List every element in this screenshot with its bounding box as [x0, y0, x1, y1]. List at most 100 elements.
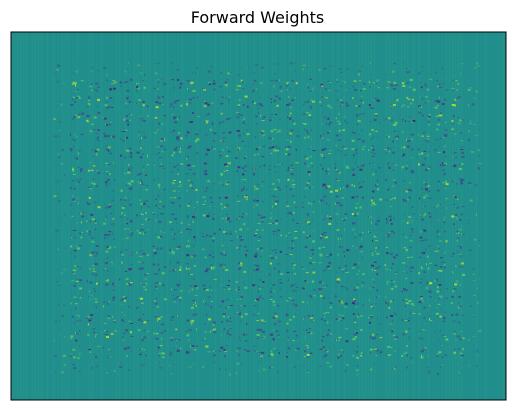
heatmap-cell — [412, 98, 414, 101]
heatmap-cell — [209, 206, 211, 207]
heatmap-cell — [202, 232, 204, 234]
heatmap-cell — [242, 121, 245, 124]
heatmap-cell — [337, 238, 339, 241]
heatmap-cell — [146, 115, 149, 117]
heatmap-cell — [345, 217, 347, 219]
heatmap-cell — [408, 140, 411, 142]
heatmap-cell — [112, 282, 114, 285]
heatmap-cell — [75, 332, 76, 335]
heatmap-cell — [75, 84, 76, 87]
heatmap-cell — [457, 321, 461, 323]
heatmap-cell — [322, 217, 324, 219]
heatmap-cell — [97, 86, 100, 88]
heatmap-cell — [280, 234, 283, 236]
heatmap-cell — [95, 273, 98, 276]
heatmap-cell — [87, 333, 90, 336]
heatmap-cell — [236, 350, 238, 352]
heatmap-cell — [476, 287, 478, 290]
heatmap-cell — [444, 133, 448, 136]
heatmap-cell — [157, 236, 160, 239]
heatmap-cell — [276, 132, 278, 134]
heatmap-cell — [153, 249, 156, 252]
heatmap-cell — [76, 333, 79, 335]
heatmap-cell — [439, 83, 441, 86]
heatmap-cell — [287, 213, 289, 215]
heatmap-cell — [453, 79, 455, 81]
heatmap-cell — [104, 132, 106, 135]
heatmap-cell — [104, 104, 108, 107]
heatmap-cell — [392, 104, 396, 106]
heatmap-cell — [445, 338, 449, 341]
heatmap-cell — [225, 155, 229, 158]
heatmap-cell — [371, 190, 375, 193]
heatmap-cell — [270, 116, 272, 118]
heatmap-cell — [203, 105, 207, 108]
heatmap-cell — [253, 199, 255, 202]
heatmap-cell — [356, 273, 359, 275]
heatmap-cell — [279, 163, 283, 165]
heatmap-cell — [369, 321, 371, 324]
heatmap-cell — [272, 230, 276, 232]
heatmap-cell — [473, 280, 476, 282]
heatmap-cell — [454, 72, 456, 74]
heatmap-cell — [225, 217, 228, 220]
heatmap-cell — [193, 304, 195, 306]
heatmap-cell — [260, 255, 262, 257]
heatmap-cell — [362, 232, 364, 234]
heatmap-cell — [460, 182, 464, 185]
heatmap-cell — [72, 96, 76, 98]
heatmap-cell — [309, 295, 313, 297]
heatmap-cell — [451, 181, 454, 183]
heatmap-cell — [437, 115, 440, 117]
heatmap-cell — [124, 70, 128, 73]
heatmap-cell — [427, 167, 430, 170]
heatmap-cell — [187, 333, 189, 335]
heatmap-cell — [221, 183, 224, 186]
heatmap-cell — [310, 318, 313, 321]
heatmap-cell — [395, 366, 397, 369]
heatmap-cell — [190, 274, 194, 275]
heatmap-cell — [126, 355, 128, 357]
heatmap-stripe — [371, 32, 372, 400]
heatmap-cell — [352, 313, 355, 316]
heatmap-cell — [142, 284, 146, 286]
heatmap-cell — [288, 211, 292, 214]
heatmap-cell — [322, 346, 325, 349]
heatmap-cell — [336, 81, 339, 83]
heatmap-cell — [458, 265, 460, 268]
heatmap-cell — [307, 86, 309, 89]
heatmap-cell — [460, 246, 462, 249]
heatmap-cell — [220, 173, 224, 175]
heatmap-cell — [270, 353, 273, 356]
heatmap-cell — [403, 166, 405, 168]
heatmap-cell — [341, 196, 344, 199]
heatmap-cell — [221, 90, 223, 92]
heatmap-cell — [393, 197, 395, 199]
heatmap-cell — [261, 337, 265, 338]
heatmap-cell — [210, 289, 213, 291]
heatmap-cell — [275, 145, 277, 148]
heatmap-cell — [239, 335, 241, 337]
heatmap-stripe — [23, 32, 24, 400]
heatmap-cell — [322, 185, 325, 187]
heatmap-cell — [355, 351, 358, 353]
heatmap-cell — [81, 112, 85, 115]
heatmap-cell — [436, 205, 438, 208]
heatmap-stripe — [68, 32, 69, 400]
heatmap-cell — [323, 195, 327, 198]
heatmap-cell — [438, 96, 440, 99]
heatmap-cell — [324, 306, 326, 308]
heatmap-cell — [220, 173, 223, 176]
heatmap-cell — [242, 173, 245, 176]
heatmap-cell — [129, 147, 131, 150]
heatmap-cell — [92, 270, 96, 272]
heatmap-stripe — [161, 32, 162, 400]
heatmap-cell — [286, 313, 289, 314]
heatmap-cell — [129, 155, 133, 158]
heatmap-cell — [429, 296, 432, 298]
heatmap-cell — [208, 82, 211, 83]
heatmap-cell — [141, 348, 144, 350]
heatmap-cell — [313, 319, 315, 321]
heatmap-cell — [180, 221, 183, 224]
heatmap-stripe — [197, 32, 198, 400]
